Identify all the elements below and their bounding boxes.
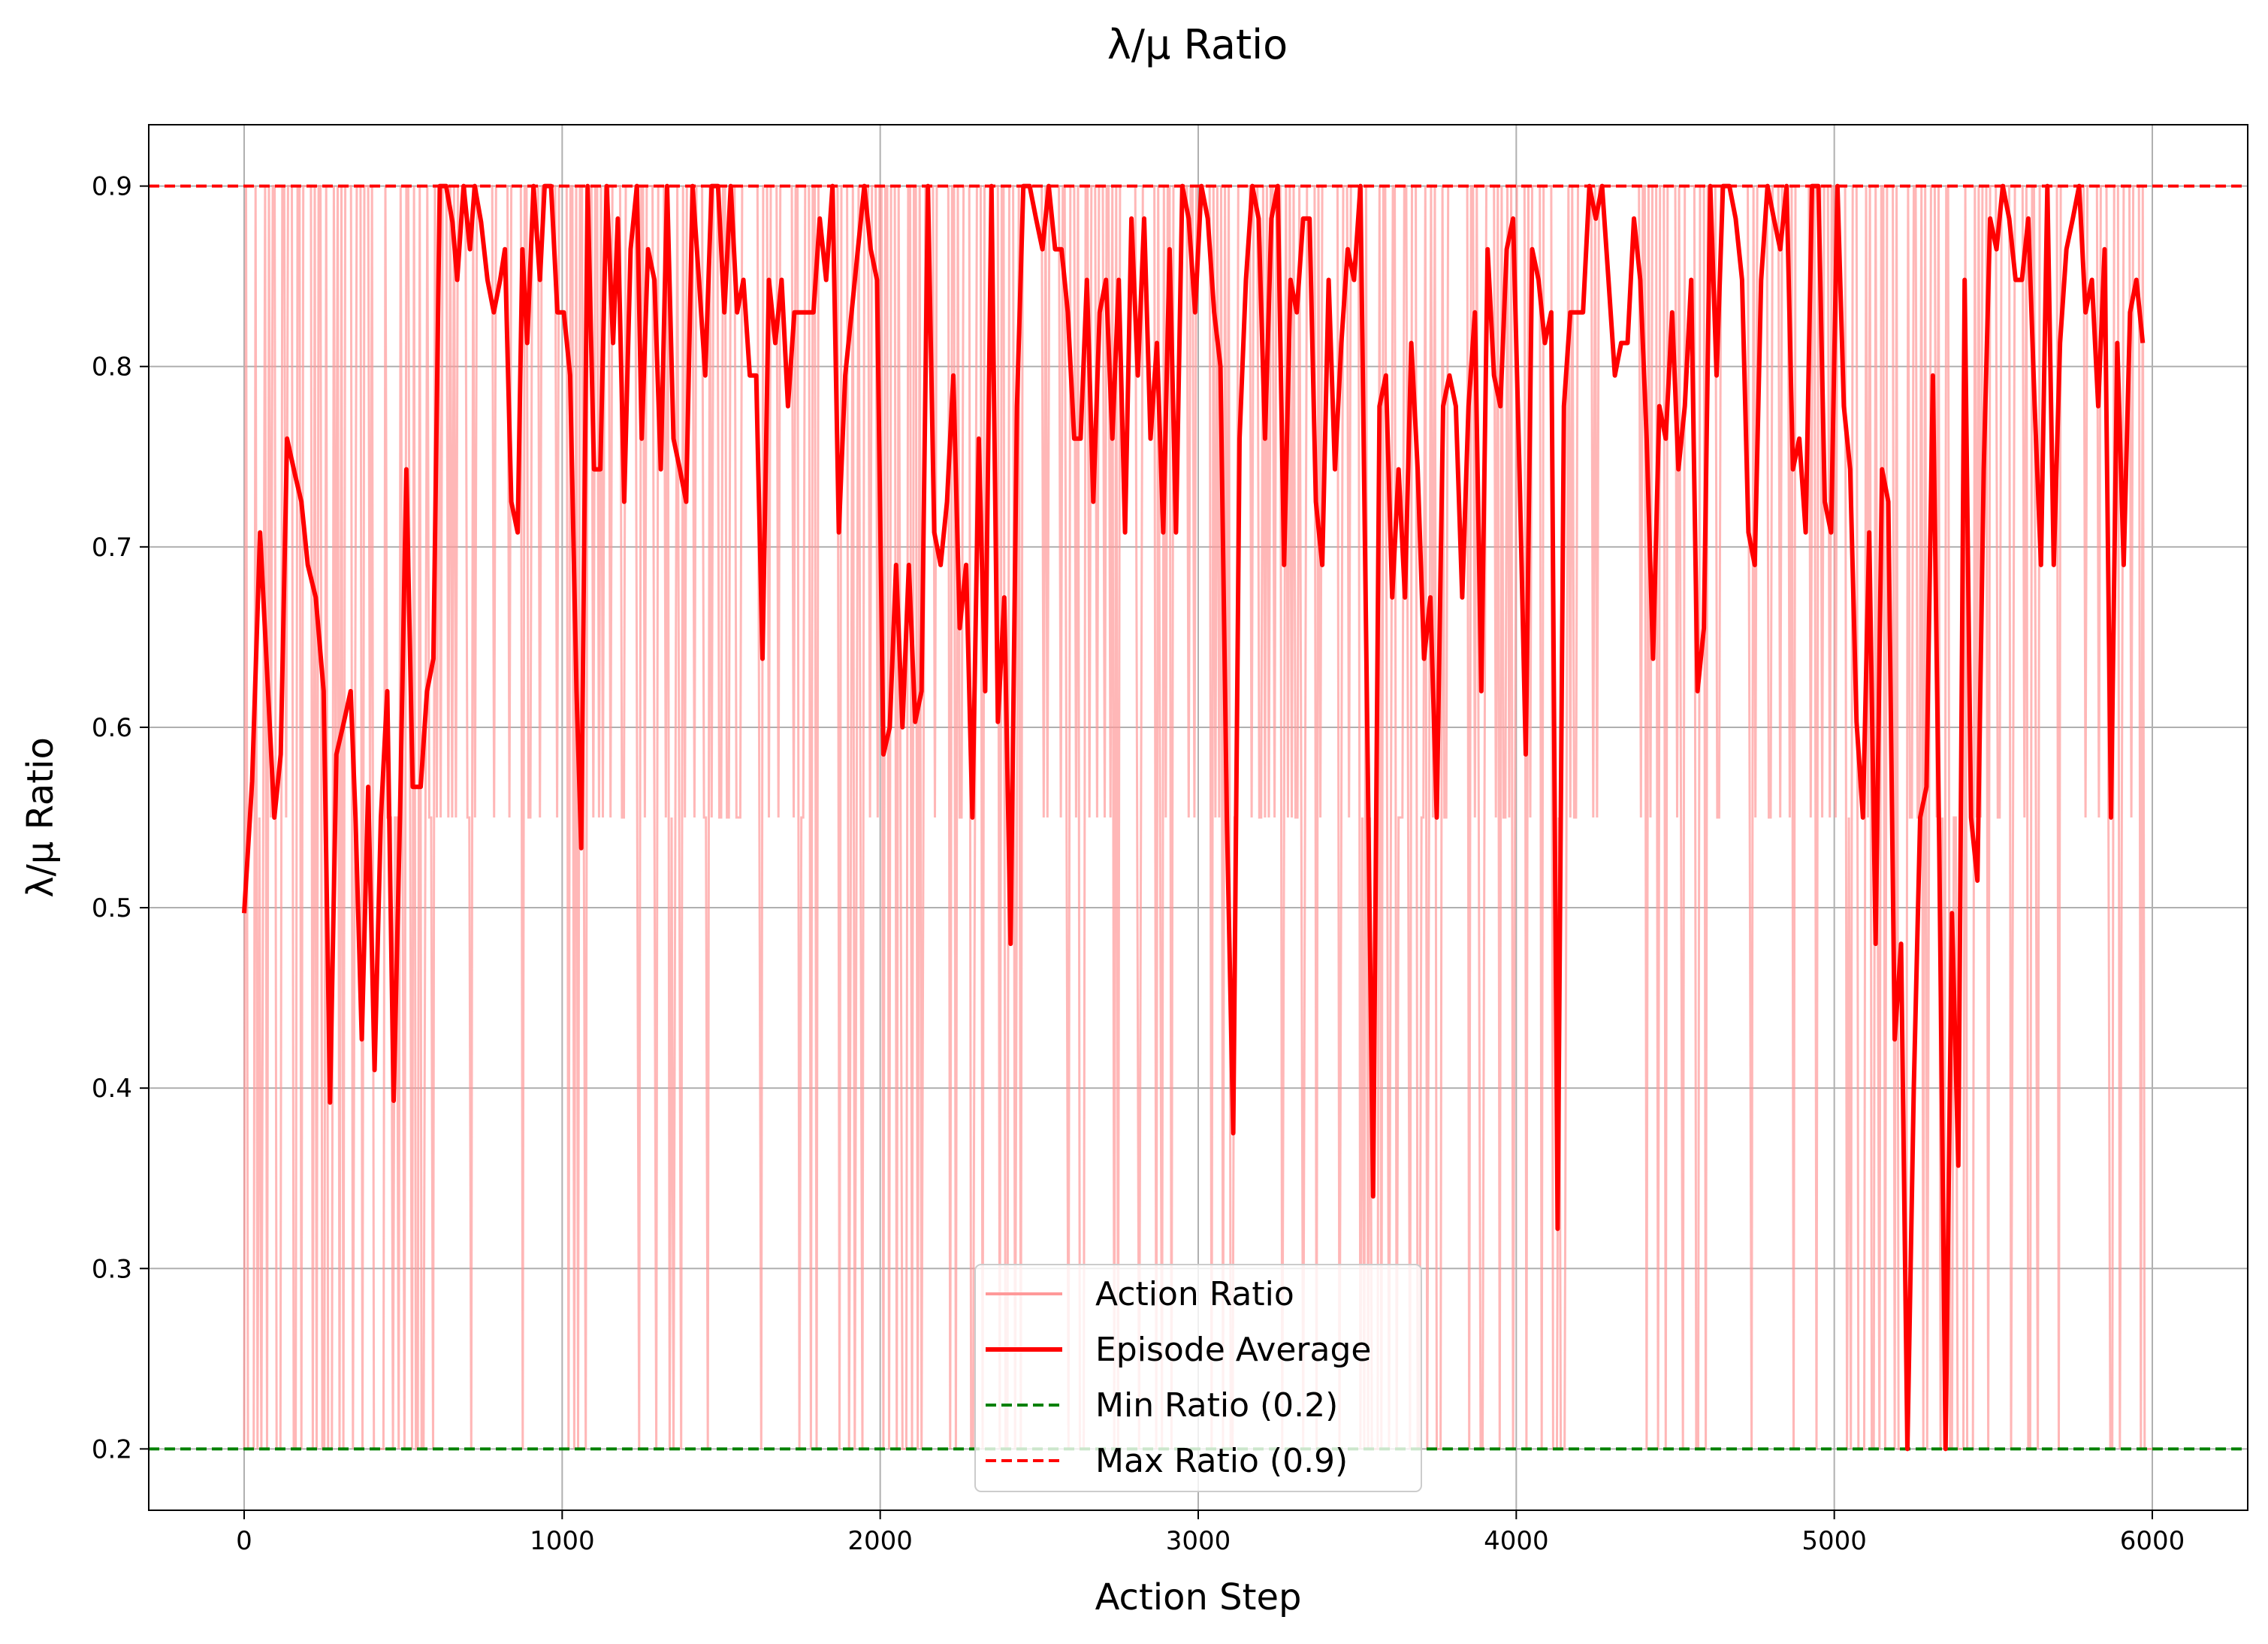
x-axis-ticks: 0 1000 2000 3000 4000 5000 6000 bbox=[236, 1510, 2185, 1556]
chart-title: λ/μ Ratio bbox=[1107, 21, 1288, 68]
x-tick-label: 2000 bbox=[847, 1526, 913, 1556]
legend-label-min-ratio: Min Ratio (0.2) bbox=[1095, 1386, 1338, 1425]
legend: Action Ratio Episode Average Min Ratio (… bbox=[974, 1264, 1422, 1492]
legend-label-action-ratio: Action Ratio bbox=[1095, 1275, 1294, 1313]
y-tick-label: 0.3 bbox=[92, 1254, 132, 1284]
y-tick-label: 0.5 bbox=[92, 893, 132, 923]
x-tick-label: 6000 bbox=[2120, 1526, 2185, 1556]
y-tick-label: 0.6 bbox=[92, 713, 132, 743]
x-axis-label: Action Step bbox=[1095, 1576, 1302, 1618]
y-tick-label: 0.9 bbox=[92, 172, 132, 202]
y-axis-label: λ/μ Ratio bbox=[20, 737, 62, 898]
legend-label-max-ratio: Max Ratio (0.9) bbox=[1095, 1442, 1348, 1480]
y-axis-ticks: 0.2 0.3 0.4 0.5 0.6 0.7 0.8 0.9 bbox=[92, 172, 149, 1464]
x-tick-label: 4000 bbox=[1484, 1526, 1549, 1556]
x-tick-label: 3000 bbox=[1166, 1526, 1231, 1556]
legend-label-episode-average: Episode Average bbox=[1095, 1331, 1371, 1369]
episode-average-line bbox=[242, 183, 2146, 1452]
x-tick-label: 1000 bbox=[530, 1526, 595, 1556]
y-tick-label: 0.2 bbox=[92, 1434, 132, 1464]
episode-average-series bbox=[242, 183, 2146, 1452]
y-tick-label: 0.8 bbox=[92, 352, 132, 382]
x-tick-label: 5000 bbox=[1801, 1526, 1867, 1556]
y-tick-label: 0.4 bbox=[92, 1074, 132, 1104]
y-tick-label: 0.7 bbox=[92, 533, 132, 563]
legend-box bbox=[974, 1264, 1422, 1492]
x-tick-label: 0 bbox=[236, 1526, 252, 1556]
